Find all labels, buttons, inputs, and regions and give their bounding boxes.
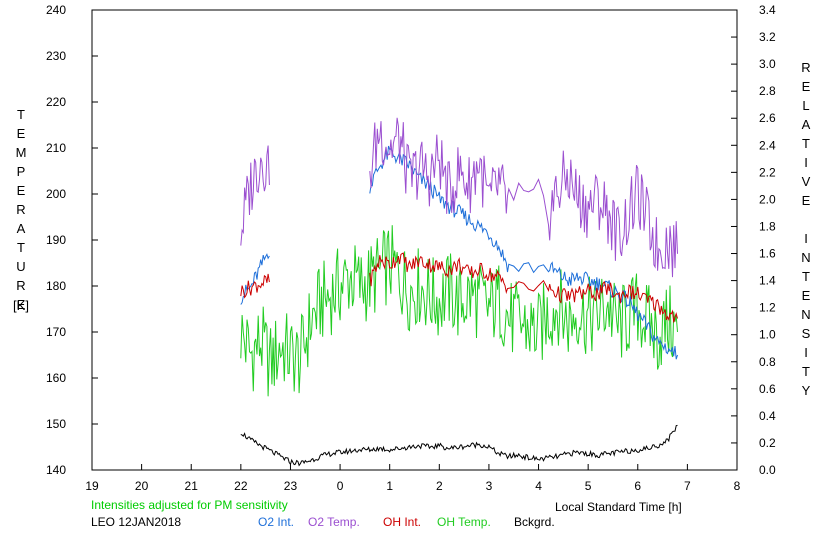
series-line-o2-temp-	[369, 117, 678, 278]
legend-entry: OH Int.	[383, 515, 422, 529]
left-tick-label: 180	[46, 279, 66, 293]
x-tick-label: 3	[486, 479, 493, 493]
left-tick-label: 150	[46, 417, 66, 431]
right-tick-label: 2.4	[759, 138, 776, 152]
x-tick-label: 6	[634, 479, 641, 493]
station-date: LEO 12JAN2018	[91, 515, 182, 529]
right-tick-label: 3.4	[759, 3, 776, 17]
left-tick-label: 240	[46, 3, 66, 17]
x-tick-label: 8	[734, 479, 741, 493]
x-tick-label: 5	[585, 479, 592, 493]
left-tick-label: 200	[46, 187, 66, 201]
x-tick-label: 23	[284, 479, 298, 493]
right-tick-label: 1.8	[759, 219, 776, 233]
right-tick-label: 3.2	[759, 30, 776, 44]
x-tick-label: 20	[135, 479, 149, 493]
series-line-oh-temp-	[240, 225, 678, 397]
right-tick-label: 1.4	[759, 274, 776, 288]
legend-entry: O2 Temp.	[308, 515, 360, 529]
x-tick-label: 1	[386, 479, 393, 493]
legend-entry: OH Temp.	[437, 515, 491, 529]
right-tick-label: 0.2	[759, 436, 776, 450]
right-tick-label: 0.6	[759, 382, 776, 396]
left-tick-label: 220	[46, 95, 66, 109]
right-tick-label: 3.0	[759, 57, 776, 71]
right-tick-label: 0.0	[759, 463, 776, 477]
series-line-oh-int-	[240, 273, 270, 299]
series-line-oh-int-	[369, 252, 678, 323]
right-tick-label: 0.4	[759, 409, 776, 423]
right-tick-label: 2.2	[759, 165, 776, 179]
right-tick-label: 2.8	[759, 84, 776, 98]
axes: 1401501601701801902002102202302400.00.20…	[46, 3, 776, 493]
x-tick-label: 2	[436, 479, 443, 493]
series-line-bckgrd-	[240, 424, 678, 467]
right-tick-label: 1.6	[759, 247, 776, 261]
legend-entry: Bckgrd.	[514, 515, 555, 529]
series-line-o2-temp-	[240, 145, 270, 246]
plot-frame	[91, 9, 738, 471]
right-tick-label: 2.0	[759, 192, 776, 206]
x-tick-label: 4	[535, 479, 542, 493]
sensitivity-note: Intensities adjusted for PM sensitivity	[91, 498, 288, 512]
left-tick-label: 140	[46, 463, 66, 477]
left-tick-label: 190	[46, 233, 66, 247]
left-tick-label: 170	[46, 325, 66, 339]
series-line-o2-int-	[240, 253, 270, 305]
right-tick-label: 2.6	[759, 111, 776, 125]
left-axis-unit: [K]	[13, 298, 29, 313]
left-tick-label: 230	[46, 49, 66, 63]
x-tick-label: 0	[337, 479, 344, 493]
left-tick-label: 210	[46, 141, 66, 155]
x-axis-label: Local Standard Time [h]	[555, 500, 682, 514]
right-tick-label: 0.8	[759, 355, 776, 369]
legend-entry: O2 Int.	[258, 515, 295, 529]
x-tick-label: 19	[85, 479, 99, 493]
x-tick-label: 21	[185, 479, 199, 493]
left-tick-label: 160	[46, 371, 66, 385]
x-tick-label: 7	[684, 479, 691, 493]
right-tick-label: 1.0	[759, 328, 776, 342]
right-tick-label: 1.2	[759, 301, 776, 315]
series-layer	[240, 117, 678, 467]
x-tick-label: 22	[234, 479, 248, 493]
